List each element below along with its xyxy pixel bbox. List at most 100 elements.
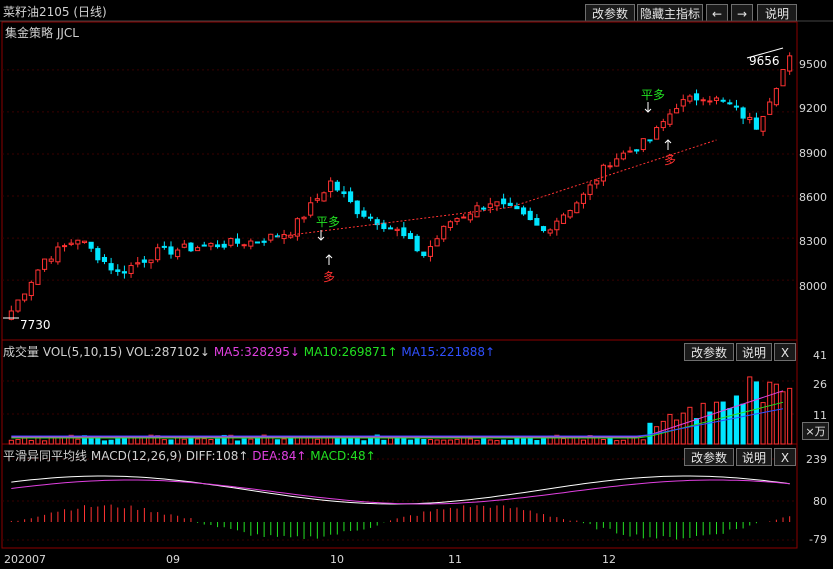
candle-body bbox=[760, 115, 766, 132]
candle-body bbox=[494, 201, 500, 207]
signal-close-long: 平多 bbox=[316, 215, 341, 229]
candle-body bbox=[574, 202, 580, 214]
candle-body bbox=[55, 246, 61, 263]
volume-bar bbox=[108, 439, 114, 445]
candle-body bbox=[560, 214, 567, 224]
candle-body bbox=[421, 251, 427, 257]
candle-body bbox=[241, 244, 247, 247]
macd-tick: 239 bbox=[806, 453, 827, 466]
volume-bar bbox=[580, 439, 587, 445]
candle-body bbox=[354, 200, 360, 215]
volume-bar bbox=[374, 434, 380, 445]
candle-body bbox=[188, 242, 194, 252]
candle-body bbox=[447, 221, 453, 228]
candle-body bbox=[141, 259, 147, 263]
price-tick: 8000 bbox=[799, 280, 827, 293]
candle-body bbox=[387, 227, 394, 230]
candle-body bbox=[301, 216, 307, 220]
candle-body bbox=[693, 93, 700, 101]
volume-bar bbox=[427, 439, 433, 445]
candle-body bbox=[627, 150, 633, 153]
volume-bar bbox=[693, 418, 700, 445]
candle-body bbox=[42, 258, 48, 270]
trend-line bbox=[510, 139, 717, 208]
volume-help-button[interactable]: 说明 bbox=[736, 343, 772, 361]
unit-toggle-button[interactable]: ×万 bbox=[802, 422, 829, 440]
signal-long: 多 bbox=[664, 153, 677, 167]
candle-body bbox=[88, 241, 94, 249]
macd-header: 平滑异同平均线 MACD(12,26,9) DIFF:108↑ DEA:84↑ … bbox=[3, 447, 376, 464]
volume-bar bbox=[121, 437, 127, 445]
candle-body bbox=[753, 117, 759, 130]
up-arrow-icon bbox=[664, 139, 672, 150]
volume-bar bbox=[594, 437, 600, 445]
candle-body bbox=[587, 184, 593, 195]
candle-body bbox=[501, 198, 507, 205]
volume-bar bbox=[467, 438, 473, 445]
macd-tick: -79 bbox=[809, 533, 827, 546]
volume-bar bbox=[554, 434, 560, 445]
candle-body bbox=[148, 259, 154, 264]
candle-body bbox=[121, 271, 127, 274]
volume-bar bbox=[248, 438, 254, 445]
volume-params-button[interactable]: 改参数 bbox=[684, 343, 734, 361]
candle-body bbox=[540, 226, 547, 232]
volume-bar bbox=[15, 438, 21, 445]
volume-indicator: VOL(5,10,15) VOL:287102↓ bbox=[42, 345, 210, 359]
volume-ma15-line bbox=[11, 408, 784, 437]
volume-ma5: MA5:328295↓ bbox=[213, 345, 300, 359]
volume-bar bbox=[181, 438, 187, 445]
candle-body bbox=[81, 240, 88, 244]
volume-close-icon[interactable]: X bbox=[774, 343, 796, 361]
candle-body bbox=[481, 207, 487, 210]
volume-bar bbox=[208, 439, 214, 445]
volume-bar bbox=[201, 438, 207, 445]
candle-body bbox=[607, 165, 613, 168]
x-axis-label: 12 bbox=[602, 553, 616, 566]
macd-close-icon[interactable]: X bbox=[774, 448, 796, 466]
candle-body bbox=[195, 247, 201, 252]
volume-bar bbox=[381, 439, 387, 445]
volume-bar bbox=[361, 440, 367, 445]
volume-bar bbox=[507, 439, 513, 445]
volume-tick: 26 bbox=[813, 378, 827, 391]
price-tick: 9200 bbox=[799, 102, 827, 115]
candle-body bbox=[254, 241, 261, 244]
candle-body bbox=[487, 203, 493, 209]
candle-body bbox=[314, 198, 320, 201]
candle-body bbox=[620, 152, 626, 160]
volume-bar bbox=[447, 439, 453, 445]
volume-tick: 11 bbox=[813, 409, 827, 422]
volume-bar bbox=[75, 438, 81, 445]
candle-body bbox=[381, 222, 387, 230]
macd-params-button[interactable]: 改参数 bbox=[684, 448, 734, 466]
candle-body bbox=[221, 243, 227, 248]
candle-body bbox=[461, 216, 467, 219]
candle-body bbox=[527, 210, 533, 221]
macd-dea-line bbox=[11, 479, 790, 505]
volume-bar bbox=[441, 439, 447, 445]
candle-body bbox=[328, 180, 334, 193]
volume-bar bbox=[8, 439, 14, 445]
candle-body bbox=[201, 244, 207, 247]
candle-body bbox=[108, 263, 114, 271]
candle-body bbox=[780, 69, 786, 87]
volume-ma10: MA10:269871↑ bbox=[303, 345, 398, 359]
volume-bar bbox=[274, 439, 280, 445]
macd-help-button[interactable]: 说明 bbox=[736, 448, 772, 466]
volume-bar bbox=[434, 439, 440, 445]
volume-bar bbox=[713, 401, 720, 445]
candle-body bbox=[554, 220, 560, 231]
volume-bar bbox=[780, 391, 786, 445]
volume-bar bbox=[494, 440, 500, 445]
high-price-label: 9656 bbox=[749, 54, 780, 68]
volume-bar bbox=[454, 438, 460, 445]
candle-body bbox=[747, 116, 753, 121]
volume-bar bbox=[620, 439, 626, 445]
candle-body bbox=[15, 299, 21, 312]
candle-body bbox=[434, 238, 440, 247]
candle-body bbox=[507, 202, 513, 206]
price-tick: 8300 bbox=[799, 235, 827, 248]
macd-tick: 80 bbox=[813, 495, 827, 508]
